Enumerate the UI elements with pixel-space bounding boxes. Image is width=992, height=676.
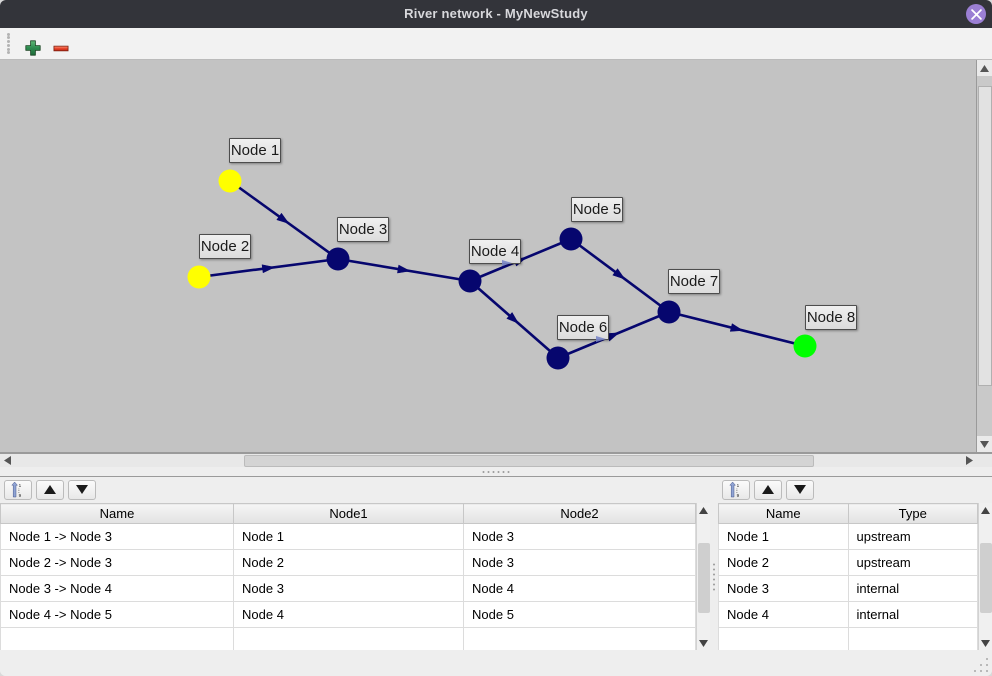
svg-text:1: 1	[736, 482, 739, 487]
svg-text:9: 9	[18, 492, 21, 497]
svg-text:1: 1	[18, 482, 21, 487]
svg-text:9: 9	[736, 492, 739, 497]
